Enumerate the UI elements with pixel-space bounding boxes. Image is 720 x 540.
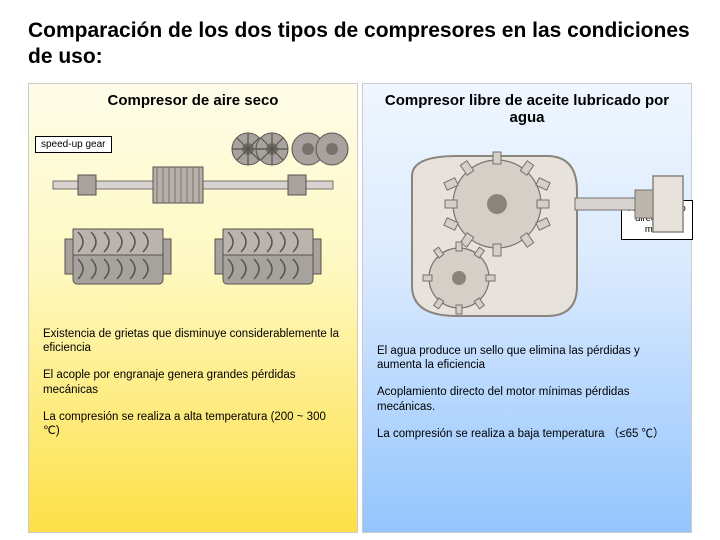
left-diagram <box>29 119 357 319</box>
main-title: Comparación de los dos tipos de compreso… <box>28 18 692 71</box>
right-bullet-1: El agua produce un sello que elimina las… <box>377 344 677 373</box>
right-panel-title: Compresor libre de aceite lubricado por … <box>363 84 691 130</box>
left-bullet-1: Existencia de grietas que disminuye cons… <box>43 327 343 356</box>
right-diagram <box>363 136 691 336</box>
left-bullet-3: La compresión se realiza a alta temperat… <box>43 410 343 439</box>
left-panel-title: Compresor de aire seco <box>29 84 357 113</box>
left-bullet-2: El acople por engranaje genera grandes p… <box>43 368 343 397</box>
right-bullets: El agua produce un sello que elimina las… <box>363 336 691 442</box>
panel-water-compressor: Compresor libre de aceite lubricado por … <box>362 83 692 533</box>
left-bullets: Existencia de grietas que disminuye cons… <box>29 319 357 439</box>
right-bullet-2: Acoplamiento directo del motor mínimas p… <box>377 385 677 414</box>
panels-row: Compresor de aire seco speed-up gear <box>28 83 692 533</box>
water-compressor-diagram <box>363 136 691 336</box>
panel-dry-compressor: Compresor de aire seco speed-up gear <box>28 83 358 533</box>
dry-compressor-diagram <box>29 119 357 319</box>
right-bullet-3: La compresión se realiza a baja temperat… <box>377 427 677 441</box>
